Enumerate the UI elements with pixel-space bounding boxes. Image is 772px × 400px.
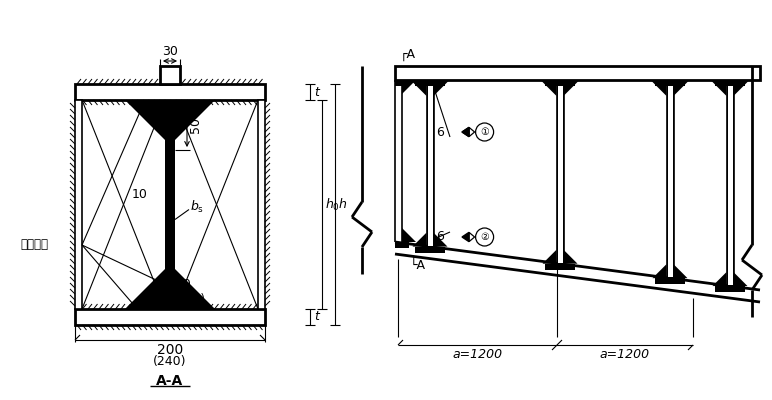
- Bar: [165, 100, 175, 309]
- Bar: [415, 247, 445, 253]
- Bar: [557, 81, 563, 263]
- Text: A-A: A-A: [157, 374, 184, 388]
- Text: $h$: $h$: [338, 198, 347, 212]
- Bar: [75, 309, 265, 325]
- Bar: [727, 81, 733, 285]
- Polygon shape: [402, 228, 416, 242]
- Bar: [160, 66, 180, 84]
- Polygon shape: [651, 80, 666, 96]
- Bar: [655, 80, 685, 86]
- Text: $t$: $t$: [314, 86, 321, 98]
- Text: ①: ①: [480, 127, 489, 137]
- Polygon shape: [412, 233, 426, 247]
- Bar: [666, 80, 673, 278]
- Bar: [545, 80, 575, 86]
- Polygon shape: [733, 80, 750, 96]
- Text: 6: 6: [436, 126, 444, 138]
- Bar: [655, 278, 685, 284]
- Polygon shape: [564, 80, 580, 96]
- Bar: [415, 80, 445, 86]
- Polygon shape: [125, 100, 165, 140]
- Polygon shape: [175, 100, 215, 140]
- Bar: [428, 81, 432, 246]
- Text: 200: 200: [157, 343, 183, 357]
- Bar: [395, 80, 409, 86]
- Bar: [426, 80, 434, 247]
- Bar: [75, 100, 82, 309]
- Polygon shape: [175, 269, 215, 309]
- Bar: [715, 286, 745, 292]
- Polygon shape: [540, 80, 557, 96]
- Text: a=1200: a=1200: [452, 348, 503, 361]
- Polygon shape: [710, 80, 726, 96]
- Bar: [715, 80, 745, 86]
- Text: $b_\mathrm{s}$: $b_\mathrm{s}$: [190, 198, 204, 214]
- Polygon shape: [462, 127, 469, 137]
- Text: └A: └A: [410, 259, 426, 272]
- Polygon shape: [673, 264, 688, 278]
- Polygon shape: [673, 80, 689, 96]
- Text: 30: 30: [162, 45, 178, 58]
- Text: 50: 50: [189, 117, 202, 133]
- Text: (100): (100): [175, 292, 205, 302]
- Polygon shape: [411, 80, 426, 96]
- Text: 90: 90: [175, 278, 191, 290]
- Text: ┌A: ┌A: [400, 48, 416, 61]
- Text: a=1200: a=1200: [600, 348, 650, 361]
- Polygon shape: [564, 250, 577, 264]
- Polygon shape: [713, 272, 726, 286]
- Bar: [726, 80, 733, 286]
- Text: ②: ②: [480, 232, 489, 242]
- Bar: [668, 81, 672, 277]
- Text: 10: 10: [132, 188, 148, 201]
- Text: $h_0$: $h_0$: [325, 196, 340, 212]
- Polygon shape: [733, 272, 747, 286]
- Polygon shape: [434, 233, 448, 247]
- Text: $t$: $t$: [314, 310, 321, 324]
- Bar: [545, 264, 575, 270]
- Bar: [395, 66, 760, 80]
- Bar: [395, 242, 409, 248]
- Polygon shape: [462, 232, 469, 242]
- Polygon shape: [434, 80, 449, 96]
- Polygon shape: [402, 80, 416, 94]
- Text: (240): (240): [154, 355, 187, 368]
- Polygon shape: [543, 250, 557, 264]
- Text: 6: 6: [436, 230, 444, 244]
- Polygon shape: [125, 269, 165, 309]
- Polygon shape: [652, 264, 666, 278]
- Bar: [75, 84, 265, 100]
- Text: 刨平抵紧: 刨平抵紧: [20, 238, 48, 252]
- Bar: [557, 80, 564, 264]
- Bar: [258, 100, 265, 309]
